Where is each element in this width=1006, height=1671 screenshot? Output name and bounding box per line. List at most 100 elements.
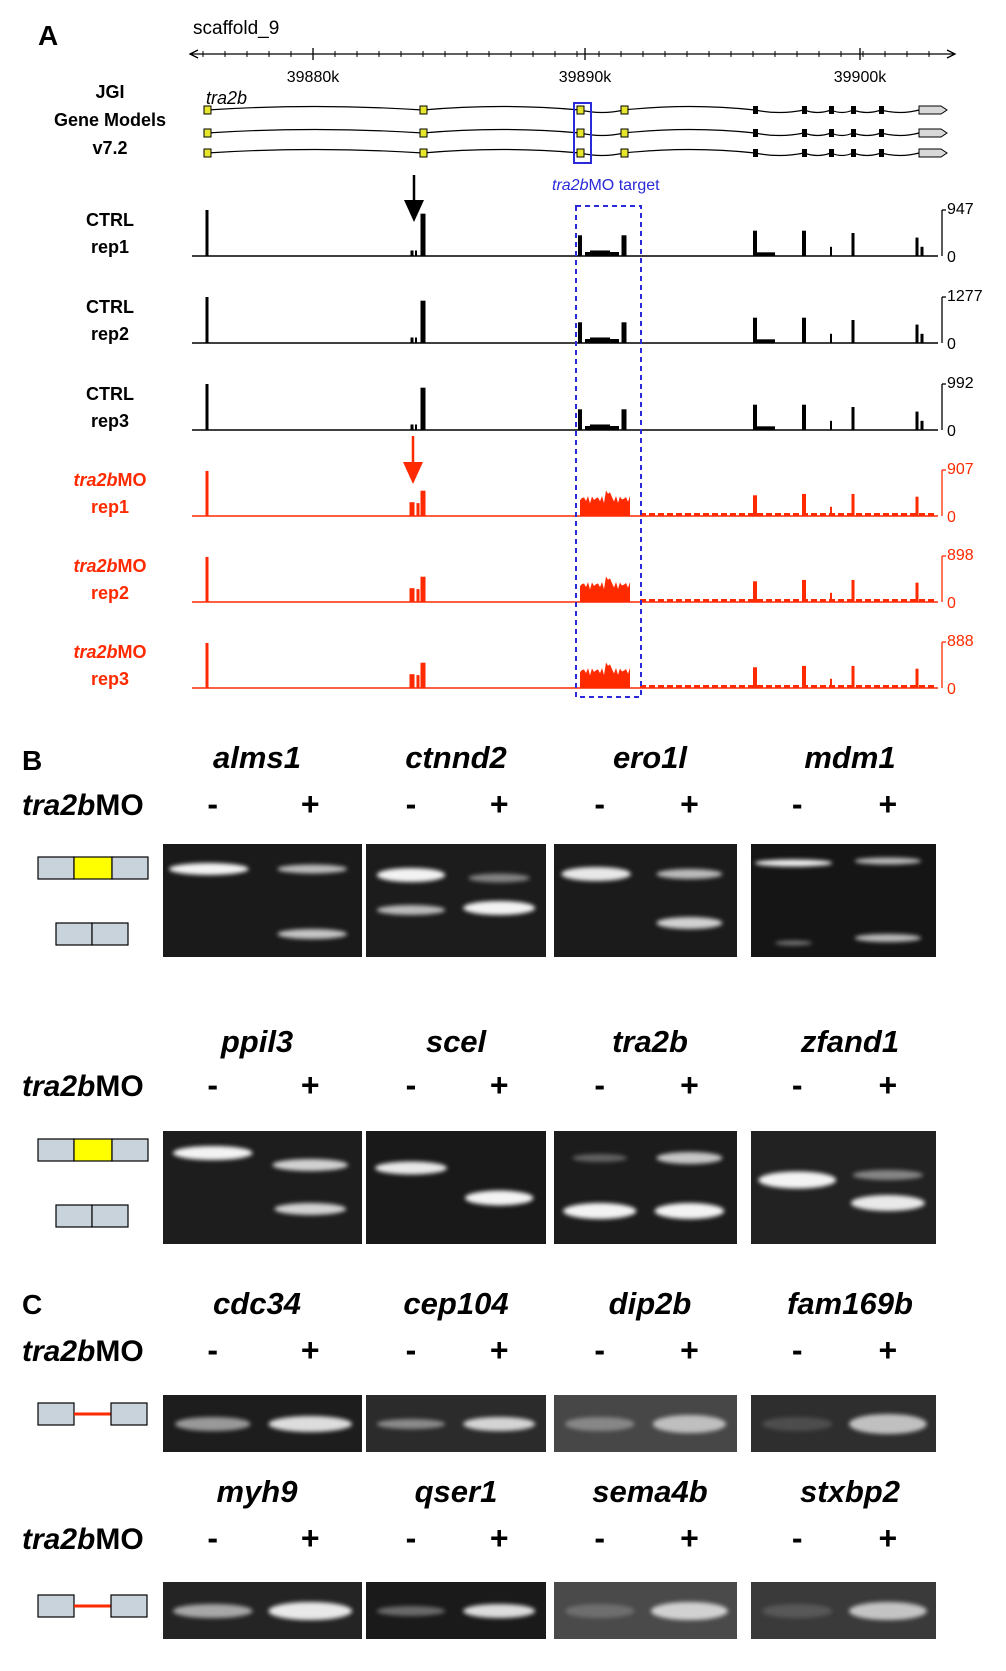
coverage-background — [775, 599, 781, 602]
track-max-value: 1277 — [947, 288, 983, 305]
gel-band — [277, 864, 348, 874]
track-max-value: 888 — [947, 633, 974, 650]
coverage-background — [694, 513, 700, 516]
coverage-peak — [205, 642, 209, 688]
coverage-peak — [410, 250, 414, 256]
coverage-peak — [915, 324, 919, 343]
track-label-line2: rep3 — [91, 669, 129, 689]
exon — [829, 149, 834, 157]
coverage-background — [901, 513, 907, 516]
coverage-background — [649, 599, 655, 602]
gel-band — [652, 1415, 727, 1433]
lane-minus-label: - — [406, 1332, 417, 1368]
gel-band — [849, 1602, 927, 1620]
treatment-label-text: MO — [95, 1335, 143, 1368]
gene-name: cep104 — [403, 1286, 508, 1321]
gel-band — [274, 1203, 347, 1215]
coverage-background — [676, 513, 682, 516]
lane-plus-label: + — [301, 1067, 320, 1103]
coverage-peak — [830, 506, 832, 516]
gel-band — [656, 1152, 723, 1164]
track-max-value: 898 — [947, 547, 974, 564]
treatment-label: tra2bMO — [22, 1335, 144, 1368]
coverage-background — [757, 599, 763, 602]
coverage-peak — [851, 320, 855, 343]
exon-box — [37, 856, 75, 880]
gel-image — [554, 844, 737, 957]
lane-plus-label: + — [879, 1332, 898, 1368]
axis-tick-label: 39900k — [834, 69, 887, 86]
coverage-peak — [621, 409, 627, 430]
gel-band — [758, 1171, 837, 1189]
axis-tick-label: 39880k — [287, 69, 340, 86]
lane-minus-label: - — [406, 1520, 417, 1556]
gel-image — [554, 1131, 737, 1244]
exon — [753, 149, 758, 157]
coverage-background — [748, 599, 754, 602]
coverage-peak — [830, 246, 832, 256]
exon — [851, 129, 856, 137]
exon-box — [37, 1594, 75, 1618]
track-min-value: 0 — [947, 595, 956, 612]
coverage-background — [847, 599, 853, 602]
lane-plus-label: + — [490, 1332, 509, 1368]
coverage-background — [703, 685, 709, 688]
coverage-background — [901, 685, 907, 688]
coverage-peak — [420, 490, 426, 516]
track-max-value: 947 — [947, 201, 974, 218]
track-label-text: MO — [118, 470, 147, 490]
coverage-background — [667, 513, 673, 516]
gene-name: alms1 — [213, 740, 301, 775]
lane-minus-label: - — [792, 1067, 803, 1103]
coverage-background — [874, 599, 880, 602]
gel-band — [561, 867, 631, 881]
coverage-background — [910, 685, 916, 688]
coverage-peak — [415, 424, 417, 430]
coverage-background — [685, 513, 691, 516]
coverage-background — [694, 685, 700, 688]
gel-band — [463, 1417, 536, 1431]
coverage-background — [865, 599, 871, 602]
gene-name: ppil3 — [220, 1024, 293, 1059]
exon-box — [110, 1594, 148, 1618]
coverage-background — [748, 513, 754, 516]
treatment-label-text: MO — [95, 789, 143, 822]
gel-band — [852, 1170, 924, 1180]
gel-band — [168, 863, 249, 875]
panel-c-letter: C — [22, 1289, 42, 1320]
exon-box — [91, 1204, 129, 1228]
coverage-background — [910, 599, 916, 602]
coverage-background — [901, 599, 907, 602]
exon-3prime — [918, 148, 948, 158]
coverage-background — [892, 513, 898, 516]
gel-band — [376, 868, 446, 882]
coverage-peak — [753, 404, 757, 430]
gel-band — [564, 1417, 635, 1431]
coverage-peak — [755, 339, 775, 343]
coverage-track: CTRL rep2 1277 0 — [86, 288, 983, 353]
exon — [419, 148, 428, 158]
track-label-line2: rep1 — [91, 497, 129, 517]
coverage-track: tra2bMO rep2 898 0 — [73, 547, 973, 612]
exon-box — [55, 922, 93, 946]
coverage-background — [874, 685, 880, 688]
coverage-background — [721, 599, 727, 602]
coverage-background — [676, 685, 682, 688]
coverage-peak — [205, 384, 209, 430]
exon — [802, 106, 807, 114]
coverage-background — [739, 685, 745, 688]
coverage-background — [892, 685, 898, 688]
track-label-line2: rep3 — [91, 411, 129, 431]
gel-row: cdc34 cep104 dip2b fam169b tra2bMO - + - + - + - + — [22, 1286, 936, 1452]
coverage-peak — [753, 317, 757, 343]
exon — [419, 105, 428, 115]
exon-box — [111, 856, 149, 880]
coverage-peak — [420, 213, 426, 256]
lane-minus-label: - — [594, 1067, 605, 1103]
gel-band — [775, 940, 813, 946]
gel-band — [277, 929, 348, 939]
exon — [753, 106, 758, 114]
treatment-label-italic: tra2b — [22, 789, 95, 822]
